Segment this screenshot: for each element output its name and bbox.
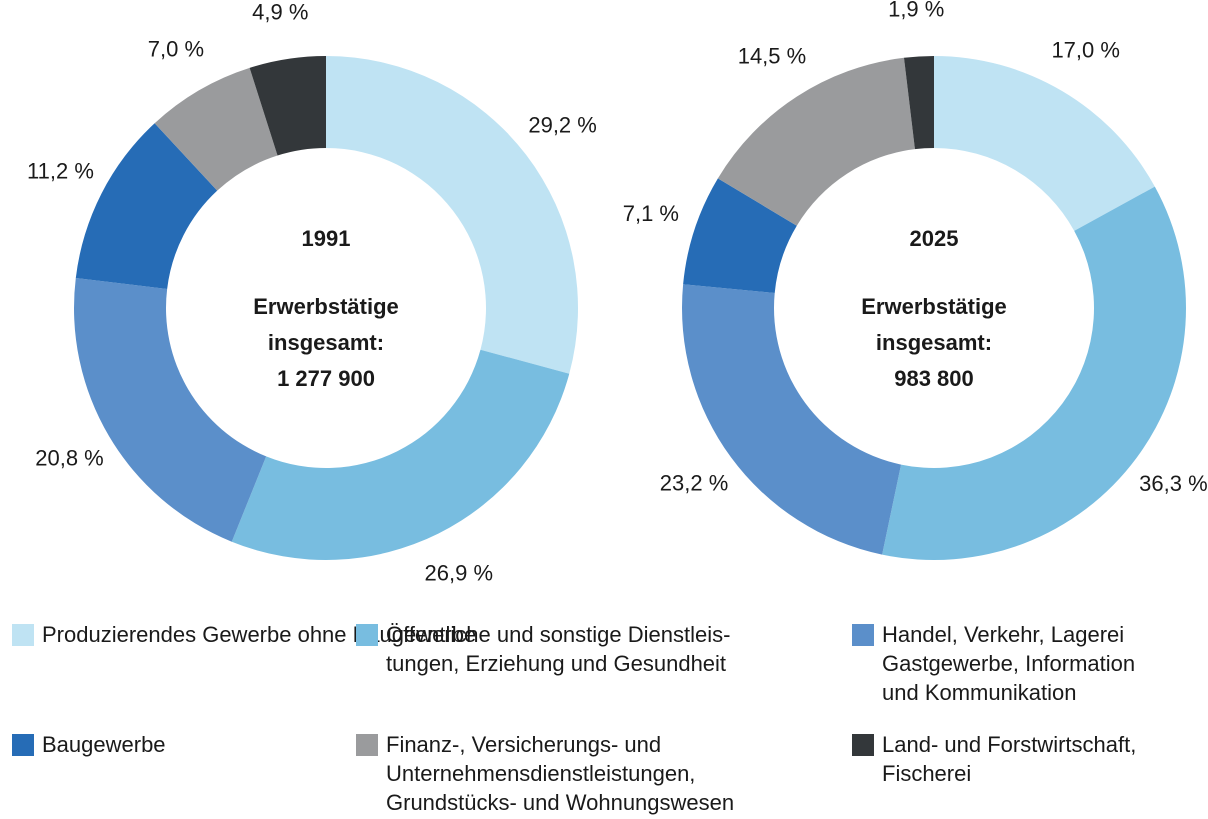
legend-swatch bbox=[852, 734, 874, 756]
center-total: 983 800 bbox=[894, 366, 974, 391]
value-label: 23,2 % bbox=[660, 470, 729, 495]
legend-item: Land- und Forstwirtschaft, Fischerei bbox=[852, 730, 1136, 788]
center-label: Erwerbstätige insgesamt: bbox=[253, 294, 399, 355]
center-total: 1 277 900 bbox=[277, 366, 375, 391]
donut-segment bbox=[75, 123, 218, 289]
donut-segment bbox=[717, 57, 915, 226]
donut-segment bbox=[903, 56, 934, 150]
value-label: 4,9 % bbox=[252, 0, 308, 24]
center-title: 2025 bbox=[910, 226, 959, 251]
donut-segment bbox=[682, 284, 902, 555]
legend-swatch bbox=[12, 734, 34, 756]
charts: 29,2 % 26,9 % 20,8 % 11,2 % 7,0 % 4,9 % 1991 Er… bbox=[27, 0, 1208, 586]
donut-segment bbox=[882, 186, 1186, 560]
center-title: 1991 bbox=[302, 226, 351, 251]
legend-item: Baugewerbe bbox=[12, 730, 166, 759]
legend-label: Land- und Forstwirtschaft, Fischerei bbox=[882, 732, 1137, 786]
value-label: 17,0 % bbox=[1051, 37, 1120, 62]
value-label: 36,3 % bbox=[1139, 471, 1208, 496]
value-label: 26,9 % bbox=[425, 561, 494, 586]
legend-item: Öffentliche und sonstige Dienstleis- tun… bbox=[356, 620, 730, 678]
legend-item: Finanz-, Versicherungs- und Unternehmens… bbox=[356, 730, 734, 817]
legend-item: Handel, Verkehr, Lagerei Gastgewerbe, In… bbox=[852, 620, 1135, 707]
value-label: 20,8 % bbox=[35, 446, 104, 471]
value-label: 7,1 % bbox=[623, 201, 679, 226]
legend-label: Baugewerbe bbox=[42, 732, 166, 757]
donut-segment bbox=[74, 277, 267, 542]
donut-segment bbox=[249, 56, 326, 156]
center-label: Erwerbstätige insgesamt: bbox=[861, 294, 1007, 355]
legend-swatch bbox=[356, 734, 378, 756]
legend-swatch bbox=[12, 624, 34, 646]
value-label: 7,0 % bbox=[148, 36, 204, 61]
donut-segment bbox=[231, 349, 570, 560]
donut-segment bbox=[154, 67, 278, 191]
value-label: 29,2 % bbox=[528, 113, 597, 138]
legend-swatch bbox=[852, 624, 874, 646]
value-label: 11,2 % bbox=[27, 159, 94, 184]
legend-label: Öffentliche und sonstige Dienstleis- tun… bbox=[386, 622, 731, 676]
donut-segment bbox=[934, 56, 1155, 231]
value-label: 1,9 % bbox=[888, 0, 944, 21]
donut-segment bbox=[683, 178, 797, 293]
legend-label: Handel, Verkehr, Lagerei Gastgewerbe, In… bbox=[882, 622, 1136, 705]
donut-segment bbox=[326, 56, 578, 374]
value-label: 14,5 % bbox=[738, 44, 807, 69]
legend-label: Finanz-, Versicherungs- und Unternehmens… bbox=[386, 732, 735, 815]
legend-swatch bbox=[356, 624, 378, 646]
